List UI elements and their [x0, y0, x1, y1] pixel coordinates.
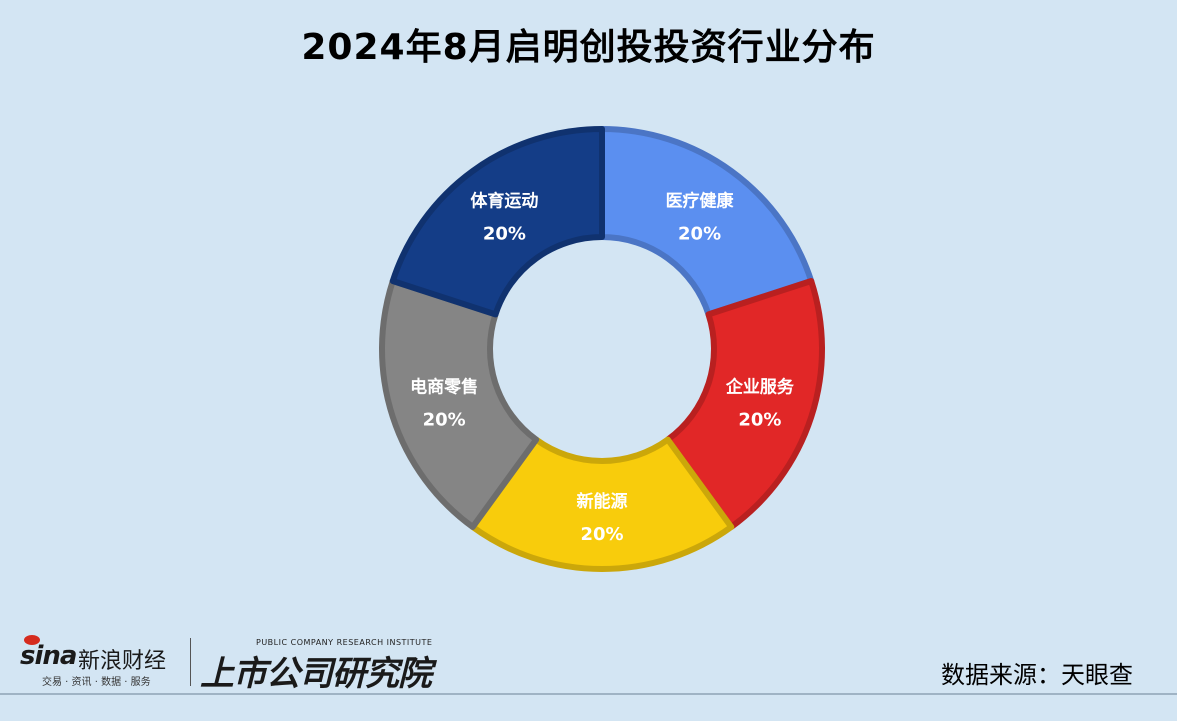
research-institute-logo: PUBLIC COMPANY RESEARCH INSTITUTE 上市公司研究… [200, 636, 440, 694]
slice-label-5: 体育运动 [470, 191, 538, 212]
slice-value-5: 20% [483, 224, 526, 245]
slice-label-2: 企业服务 [725, 376, 795, 397]
slice-value-4: 20% [423, 409, 466, 430]
research-institute-english: PUBLIC COMPANY RESEARCH INSTITUTE [256, 638, 433, 647]
footer-divider-line [0, 693, 1177, 695]
sina-wordmark: sina [20, 641, 77, 671]
slice-label-3: 新能源 [577, 491, 628, 512]
labels-layer: 医疗健康 20% 企业服务 20% 新能源 20% 电商零售 20% 体育运动 20% [410, 191, 795, 545]
slice-label-4: 电商零售 [410, 376, 478, 397]
sina-tagline: 交易 · 资讯 · 数据 · 服务 [42, 677, 151, 688]
sina-eye-icon [24, 635, 40, 645]
slice-2 [664, 278, 825, 530]
slice-value-2: 20% [738, 409, 781, 430]
sina-finance-name: 新浪财经 [78, 649, 167, 674]
slices-layer [379, 126, 825, 572]
slice-4 [379, 278, 540, 530]
slice-value-1: 20% [678, 224, 721, 245]
slice-1 [599, 126, 815, 318]
sina-finance-logo: sina 新浪财经 交易 · 资讯 · 数据 · 服务 [20, 635, 180, 688]
slice-5 [389, 126, 605, 318]
research-institute-chinese: 上市公司研究院 [200, 654, 432, 694]
slice-label-1: 医疗健康 [666, 191, 735, 212]
chart-title: 2024年8月启明创投投资行业分布 [301, 27, 876, 68]
data-source: 数据来源：天眼查 [941, 661, 1133, 689]
slice-3 [469, 436, 735, 572]
slice-value-3: 20% [580, 524, 623, 545]
logo-divider [190, 638, 191, 686]
